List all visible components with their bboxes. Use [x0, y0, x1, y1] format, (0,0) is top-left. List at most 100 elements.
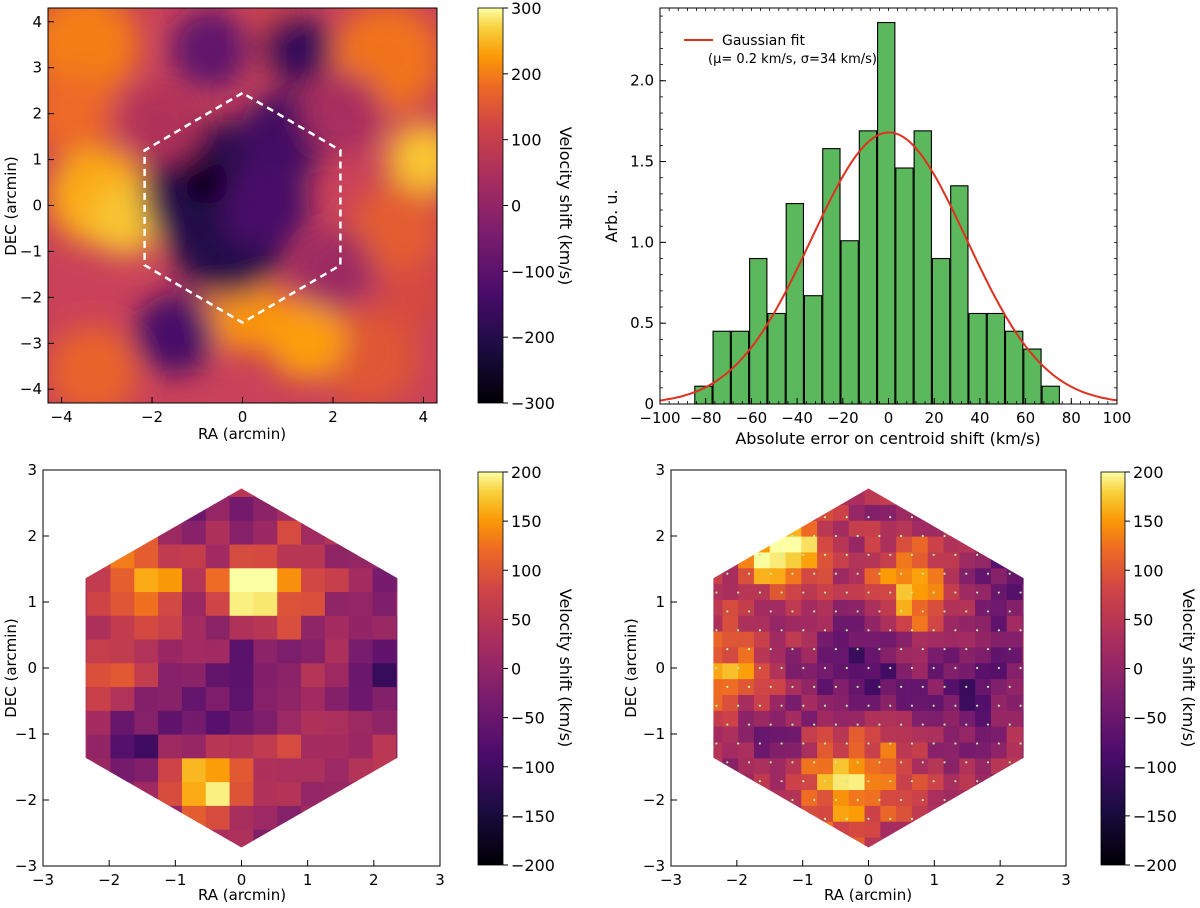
velocity-cell — [189, 575, 199, 585]
velocity-cell — [134, 773, 143, 783]
velocity-cell — [817, 559, 826, 569]
velocity-cell — [793, 599, 802, 608]
velocity-cell — [983, 686, 992, 695]
velocity-cell — [372, 662, 382, 672]
velocity-cell — [197, 591, 207, 600]
velocity-cell — [817, 646, 826, 656]
velocity-cell — [880, 662, 889, 672]
velocity-cell — [832, 591, 842, 600]
velocity-cell — [927, 702, 937, 711]
velocity-cell — [998, 575, 1008, 585]
velocity-blob — [265, 298, 347, 380]
velocity-cell — [809, 702, 818, 711]
velocity-cell — [990, 646, 1000, 656]
velocity-cell — [94, 638, 104, 648]
velocity-cell — [817, 520, 826, 529]
velocity-cell — [174, 575, 183, 585]
velocity-cell — [277, 607, 286, 616]
velocity-cell — [848, 741, 858, 751]
velocity-cell — [166, 757, 175, 767]
velocity-cell — [998, 638, 1008, 648]
velocity-cell — [746, 726, 755, 735]
velocity-cell — [998, 646, 1008, 656]
velocity-cell — [213, 789, 223, 798]
velocity-cell — [86, 599, 96, 608]
bin-centroid-dot — [943, 798, 946, 802]
velocity-cell — [166, 781, 175, 791]
velocity-cell — [285, 757, 294, 767]
velocity-cell — [229, 528, 239, 537]
velocity-cell — [126, 726, 135, 735]
velocity-cell — [245, 757, 255, 767]
velocity-cell — [253, 694, 262, 703]
velocity-cell — [181, 757, 191, 767]
velocity-cell — [126, 765, 135, 775]
velocity-cell — [911, 631, 921, 640]
velocity-cell — [809, 781, 818, 791]
velocity-cell — [174, 718, 183, 727]
velocity-cell — [324, 543, 334, 553]
histogram-bar — [877, 21, 896, 405]
velocity-cell — [896, 631, 905, 640]
velocity-cell — [730, 741, 739, 751]
velocity-cell — [935, 536, 945, 545]
velocity-cell — [738, 623, 747, 632]
velocity-cell — [801, 741, 810, 751]
velocity-cell — [761, 559, 771, 569]
velocity-cell — [372, 678, 382, 688]
velocity-cell — [253, 528, 262, 537]
velocity-cell — [221, 615, 231, 624]
velocity-cell — [713, 726, 716, 735]
velocity-cell — [181, 567, 191, 577]
velocity-cell — [396, 654, 398, 664]
velocity-cell — [730, 749, 739, 759]
velocity-cell — [277, 583, 286, 593]
velocity-cell — [713, 575, 716, 585]
velocity-cell — [825, 615, 834, 624]
velocity-cell — [817, 599, 826, 608]
bin-centroid-dot — [1008, 723, 1011, 726]
velocity-cell — [166, 678, 175, 688]
velocity-cell — [880, 789, 889, 798]
velocity-cell — [166, 789, 175, 798]
velocity-cell — [332, 765, 342, 775]
velocity-cell — [85, 631, 88, 640]
velocity-cell — [221, 726, 231, 735]
velocity-cell — [746, 567, 755, 577]
velocity-cell — [118, 615, 127, 624]
velocity-cell — [301, 591, 310, 600]
velocity-cell — [856, 773, 866, 783]
velocity-cell — [769, 543, 779, 553]
velocity-cell — [221, 821, 231, 830]
velocity-cell — [197, 757, 207, 767]
velocity-cell — [919, 670, 929, 680]
velocity-cell — [817, 773, 826, 783]
velocity-cell — [86, 710, 96, 719]
velocity-cell — [777, 646, 787, 656]
velocity-cell — [181, 718, 191, 727]
velocity-cell — [880, 829, 889, 838]
velocity-cell — [967, 567, 976, 577]
bin-centroid-dot — [932, 629, 935, 632]
bin-centroid-dot — [791, 572, 794, 575]
velocity-cell — [277, 591, 286, 600]
velocity-cell — [142, 575, 151, 585]
velocity-cell — [872, 797, 881, 806]
velocity-cell — [340, 741, 350, 751]
velocity-cell — [285, 718, 294, 727]
colorbar-bottom-left-tick-label: 50 — [511, 610, 531, 629]
velocity-cell — [388, 599, 397, 608]
velocity-cell — [801, 528, 810, 537]
velocity-cell — [832, 512, 842, 521]
velocity-cell — [380, 662, 389, 672]
velocity-cell — [943, 789, 953, 798]
velocity-cell — [753, 662, 763, 672]
velocity-cell — [864, 694, 874, 703]
velocity-cell — [213, 607, 223, 616]
velocity-cell — [388, 678, 397, 688]
velocity-cell — [943, 734, 953, 743]
velocity-cell — [189, 559, 199, 569]
velocity-cell — [746, 607, 755, 616]
velocity-cell — [285, 623, 294, 632]
velocity-cell — [990, 749, 1000, 759]
